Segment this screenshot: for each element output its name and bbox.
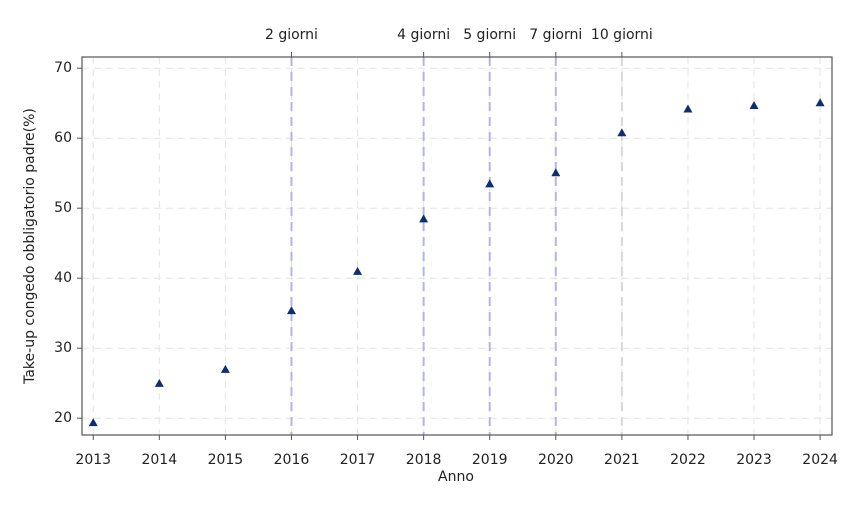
point [683,104,693,113]
point [617,128,627,137]
annotation-label: 10 giorni [591,27,653,43]
point [485,179,495,188]
x-tick-label: 2018 [406,452,442,468]
point [815,98,825,107]
point [353,266,363,275]
x-tick-label: 2022 [670,452,706,468]
annotation-label: 5 giorni [463,27,516,43]
point [749,101,759,109]
plot-frame [81,56,833,436]
x-tick-label: 2015 [208,452,244,468]
annotation-label: 4 giorni [397,27,450,43]
y-axis-label: Take-up congedo obbligatorio padre(%) [22,108,38,385]
x-tick-label: 2023 [736,452,772,468]
annotation-label: 2 giorni [265,27,318,43]
point [551,168,561,177]
y-tick-label: 40 [54,270,72,286]
x-tick-label: 2024 [802,452,838,468]
x-tick-label: 2014 [141,452,177,468]
y-tick-label: 50 [54,200,72,216]
x-tick-label: 2016 [274,452,310,468]
point [286,306,296,315]
x-tick-label: 2021 [604,452,640,468]
y-tick-label: 70 [54,60,72,76]
y-tick-label: 60 [54,130,72,146]
x-axis-label: Anno [438,469,474,485]
annotation-label: 7 giorni [529,27,582,43]
y-tick-label: 20 [54,410,72,426]
x-tick-label: 2017 [340,452,376,468]
point [154,378,164,387]
point [419,214,429,223]
x-tick-label: 2019 [472,452,508,468]
x-tick-label: 2020 [538,452,574,468]
y-tick-label: 30 [54,340,72,356]
point [220,364,230,373]
x-tick-label: 2013 [75,452,111,468]
point [88,418,98,427]
